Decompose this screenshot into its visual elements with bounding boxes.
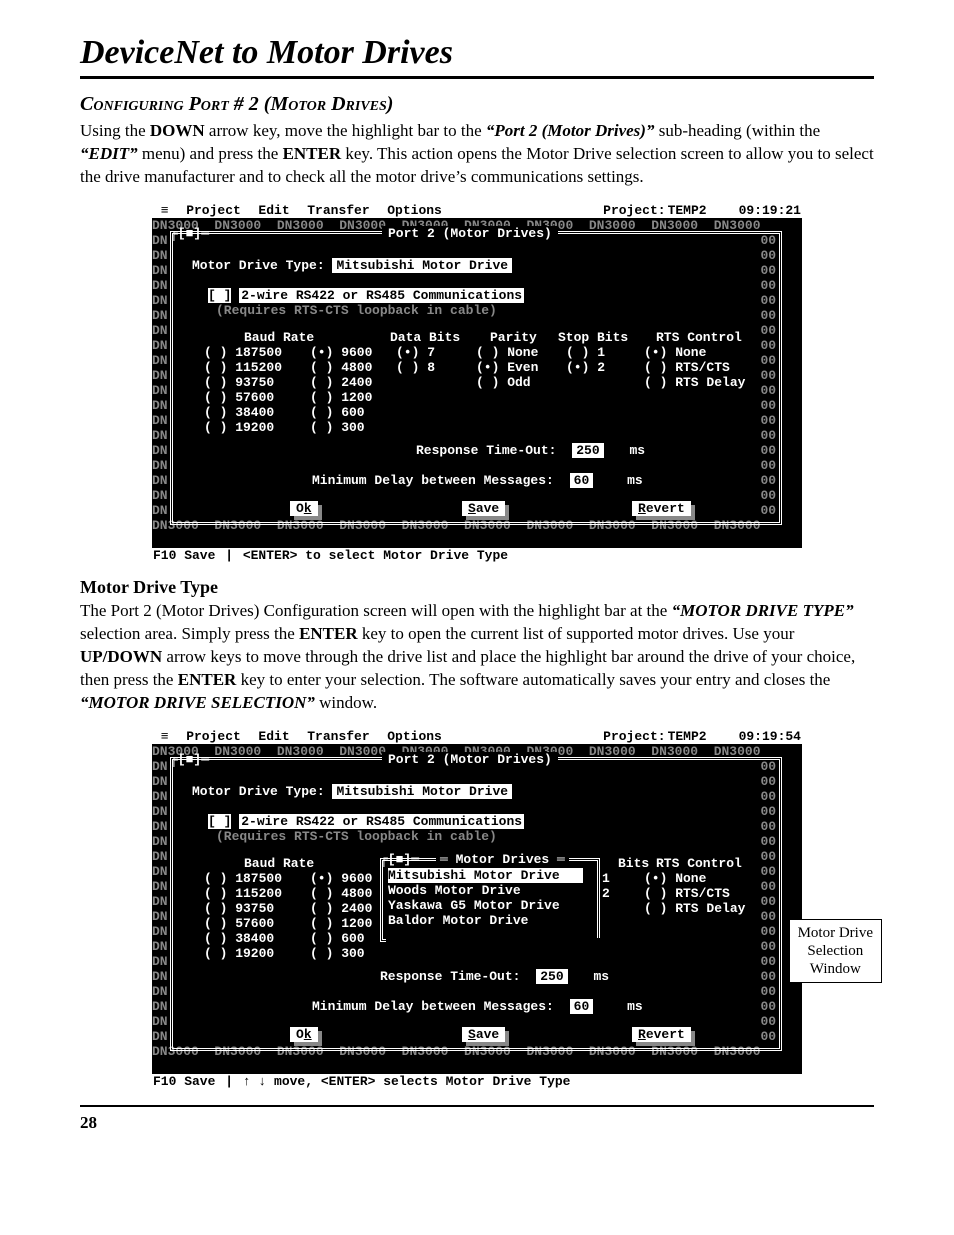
statusbar: F10 Save | ↑ ↓ move, <ENTER> selects Mot…: [152, 1074, 802, 1089]
response-timeout-row: Response Time-Out: 250 ms: [416, 443, 645, 458]
terminal-body: DN3000 DN3000 DN3000 DN3000 DN3000 DN300…: [152, 218, 802, 548]
save-button: Save: [462, 1027, 505, 1042]
terminal-body: DN3000 DN3000 DN3000 DN3000 DN3000 DN300…: [152, 744, 802, 1074]
response-timeout-value: 250: [572, 443, 603, 458]
min-delay-label: Minimum Delay between Messages:: [312, 473, 554, 488]
col-rts: RTS Control: [656, 330, 742, 345]
min-delay-unit: ms: [627, 473, 643, 488]
baud-right-list: (•) 9600 ( ) 4800 ( ) 2400 ( ) 1200 ( ) …: [310, 345, 372, 435]
menu-transfer: Transfer: [298, 729, 378, 744]
statusbar-f10: F10 Save: [152, 548, 216, 563]
project-name: TEMP2: [667, 729, 708, 744]
window-title: Port 2 (Motor Drives): [382, 752, 558, 767]
rs485-checkbox-row: [ ] 2-wire RS422 or RS485 Communications: [208, 288, 524, 303]
response-timeout-unit: ms: [629, 443, 645, 458]
response-timeout-label: Response Time-Out:: [416, 443, 556, 458]
drive-type-value: Mitsubishi Motor Drive: [332, 784, 512, 799]
col-baud: Baud Rate: [244, 856, 314, 871]
popup-title: ═ Motor Drives ═: [436, 852, 569, 867]
rts-list: (•) None ( ) RTS/CTS ( ) RTS Delay: [644, 345, 745, 390]
popup-list: Mitsubishi Motor Drive Woods Motor Drive…: [388, 868, 583, 928]
col-baud: Baud Rate: [244, 330, 314, 345]
menu-edit: Edit: [250, 203, 299, 218]
statusbar: F10 Save | <ENTER> to select Motor Drive…: [152, 548, 802, 563]
min-delay-row: Minimum Delay between Messages: 60 ms: [312, 999, 643, 1014]
popup-item-selected: Mitsubishi Motor Drive: [388, 868, 583, 883]
menubar-icon: ≡: [152, 729, 177, 744]
terminal-screenshot-2: ≡ Project Edit Transfer Options Project:…: [152, 729, 802, 1089]
menubar: ≡ Project Edit Transfer Options Project:…: [152, 729, 802, 744]
min-delay-row: Minimum Delay between Messages: 60 ms: [312, 473, 643, 488]
revert-button: Revert: [632, 1027, 691, 1042]
drive-type-value: Mitsubishi Motor Drive: [332, 258, 512, 273]
drive-type-label: Motor Drive Type:: [192, 258, 325, 273]
drive-type-row: Motor Drive Type: Mitsubishi Motor Drive: [192, 258, 512, 273]
databits-list: (•) 7 ( ) 8: [396, 345, 435, 375]
min-delay-label: Minimum Delay between Messages:: [312, 999, 554, 1014]
stopbits-list-partial: 1 2: [602, 871, 610, 901]
footer-rule: [80, 1105, 874, 1107]
response-timeout-label: Response Time-Out:: [380, 969, 520, 984]
popup-control-icon: ╒[■]═: [380, 852, 419, 867]
response-timeout-row: Response Time-Out: 250 ms: [380, 969, 609, 984]
page-number: 28: [80, 1113, 874, 1133]
baud-left-list: ( ) 187500 ( ) 115200 ( ) 93750 ( ) 5760…: [204, 345, 282, 435]
menu-options: Options: [378, 729, 450, 744]
rs485-note: (Requires RTS-CTS loopback in cable): [216, 829, 497, 844]
col-parity: Parity: [490, 330, 537, 345]
project-label: Project:: [602, 203, 666, 218]
statusbar-hint: ↑ ↓ move, <ENTER> selects Motor Drive Ty…: [242, 1074, 572, 1089]
rs485-note: (Requires RTS-CTS loopback in cable): [216, 303, 497, 318]
menubar-icon: ≡: [152, 203, 177, 218]
statusbar-f10: F10 Save: [152, 1074, 216, 1089]
window-title: Port 2 (Motor Drives): [382, 226, 558, 241]
window-control-icon: ╒[■]═: [170, 226, 209, 241]
menu-options: Options: [378, 203, 450, 218]
terminal-screenshot-1: ≡ Project Edit Transfer Options Project:…: [152, 203, 802, 563]
clock: 09:19:54: [738, 729, 802, 744]
save-button: Save: [462, 501, 505, 516]
window-control-icon: ╒[■]═: [170, 752, 209, 767]
ok-button: Ok: [290, 1027, 318, 1042]
menu-project: Project: [177, 203, 249, 218]
min-delay-value: 60: [570, 473, 594, 488]
callout-arrow: [602, 920, 662, 932]
intro-paragraph: Using the DOWN arrow key, move the highl…: [80, 120, 874, 189]
section-heading: Configuring Port # 2 (Motor Drives): [80, 93, 874, 116]
rs485-checkbox-label: 2-wire RS422 or RS485 Communications: [239, 288, 524, 303]
rs485-checkbox: [ ]: [208, 288, 231, 303]
menubar: ≡ Project Edit Transfer Options Project:…: [152, 203, 802, 218]
document-title: DeviceNet to Motor Drives: [80, 34, 874, 72]
motor-drive-type-paragraph: The Port 2 (Motor Drives) Configuration …: [80, 600, 874, 715]
min-delay-unit: ms: [627, 999, 643, 1014]
project-name: TEMP2: [667, 203, 708, 218]
motor-drive-type-heading: Motor Drive Type: [80, 577, 874, 598]
rs485-checkbox: [ ]: [208, 814, 231, 829]
revert-button: Revert: [632, 501, 691, 516]
menu-edit: Edit: [250, 729, 299, 744]
response-timeout-unit: ms: [593, 969, 609, 984]
stopbits-list: ( ) 1 (•) 2: [566, 345, 605, 375]
baud-right-list: (•) 9600 ( ) 4800 ( ) 2400 ( ) 1200 ( ) …: [310, 871, 372, 961]
drive-type-label: Motor Drive Type:: [192, 784, 325, 799]
rts-list: (•) None ( ) RTS/CTS ( ) RTS Delay: [644, 871, 745, 916]
statusbar-hint: <ENTER> to select Motor Drive Type: [242, 548, 509, 563]
baud-left-list: ( ) 187500 ( ) 115200 ( ) 93750 ( ) 5760…: [204, 871, 282, 961]
menu-transfer: Transfer: [298, 203, 378, 218]
menu-project: Project: [177, 729, 249, 744]
callout-label: Motor DriveSelectionWindow: [789, 919, 882, 983]
col-databits: Data Bits: [390, 330, 460, 345]
response-timeout-value: 250: [536, 969, 567, 984]
ok-button: Ok: [290, 501, 318, 516]
drive-type-row: Motor Drive Type: Mitsubishi Motor Drive: [192, 784, 512, 799]
rs485-checkbox-label: 2-wire RS422 or RS485 Communications: [239, 814, 524, 829]
clock: 09:19:21: [738, 203, 802, 218]
project-label: Project:: [602, 729, 666, 744]
title-rule: [80, 76, 874, 79]
col-rts: RTS Control: [656, 856, 742, 871]
min-delay-value: 60: [570, 999, 594, 1014]
parity-list: ( ) None (•) Even ( ) Odd: [476, 345, 538, 390]
rs485-checkbox-row: [ ] 2-wire RS422 or RS485 Communications: [208, 814, 524, 829]
col-stopbits: Stop Bits: [558, 330, 628, 345]
